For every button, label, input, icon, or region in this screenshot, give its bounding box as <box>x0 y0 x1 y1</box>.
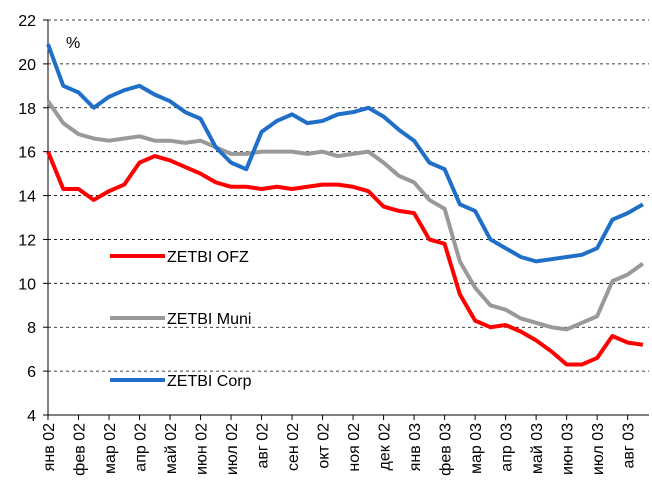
y-tick-label: 4 <box>27 408 36 425</box>
x-tick-label: июн 03 <box>560 423 577 475</box>
x-tick-label: апр 03 <box>499 423 516 472</box>
y-tick-label: 8 <box>27 320 36 337</box>
legend-label: ZETBI OFZ <box>167 249 249 266</box>
x-tick-label: сен 02 <box>285 423 302 471</box>
y-tick-label: 20 <box>18 57 36 74</box>
y-tick-label: 10 <box>18 276 36 293</box>
x-tick-label: янв 03 <box>407 423 424 471</box>
x-tick-label: июл 02 <box>224 423 241 475</box>
series-line <box>46 150 644 367</box>
x-tick-label: мар 03 <box>468 423 485 474</box>
y-tick-label: 16 <box>18 145 36 162</box>
y-tick-label: 18 <box>18 101 36 118</box>
x-tick-label: июн 02 <box>194 423 211 475</box>
y-tick-label: 12 <box>18 232 36 249</box>
x-tick-label: фев 03 <box>438 423 455 476</box>
x-tick-label: ноя 02 <box>346 423 363 472</box>
x-tick-label: июл 03 <box>590 423 607 475</box>
x-tick-label: янв 02 <box>41 423 58 471</box>
x-tick-label: дек 02 <box>377 423 394 471</box>
series-line <box>46 100 645 332</box>
x-tick-label: апр 02 <box>133 423 150 472</box>
y-tick-label: 6 <box>27 364 36 381</box>
legend-label: ZETBI Muni <box>167 311 251 328</box>
x-tick-label: мар 02 <box>102 423 119 474</box>
x-tick-label: фев 02 <box>72 423 89 476</box>
x-tick-label: авг 02 <box>255 423 272 469</box>
y-unit: % <box>66 35 80 52</box>
x-tick-label: май 02 <box>163 423 180 474</box>
legend-label: ZETBI Corp <box>167 373 252 390</box>
y-tick-label: 22 <box>18 13 36 30</box>
series-line <box>46 43 644 264</box>
x-tick-label: авг 03 <box>621 423 638 469</box>
y-tick-label: 14 <box>18 189 36 206</box>
x-tick-label: май 03 <box>529 423 546 474</box>
x-tick-label: окт 02 <box>316 423 333 469</box>
